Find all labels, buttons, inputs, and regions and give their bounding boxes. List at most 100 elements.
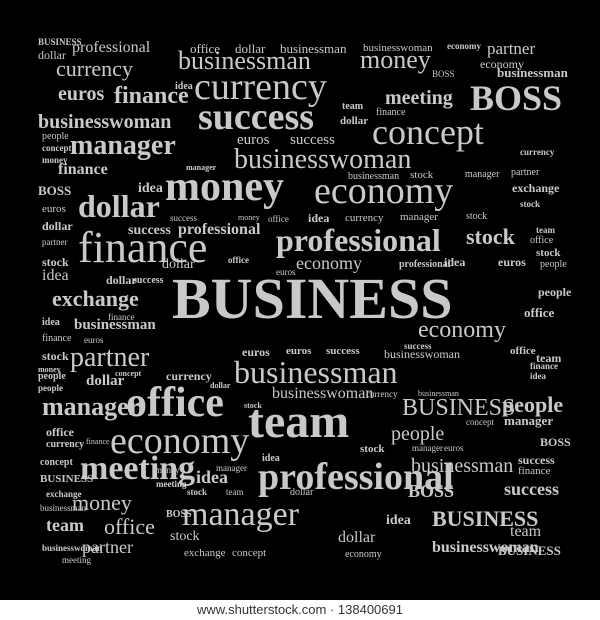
word: finance [108,312,135,322]
word: manager [216,463,247,473]
word: concept [466,417,494,427]
word: euros [276,267,296,277]
word: exchange [184,547,226,559]
word: team [46,515,84,535]
word: concept [372,112,484,152]
word: stock [187,487,207,497]
word: people [42,131,69,142]
word: meeting [385,87,453,109]
word: euros [242,345,270,359]
word: euros [84,335,104,345]
word: idea [444,255,466,269]
word: team [536,351,562,365]
word: exchange [52,286,139,311]
word: money [72,490,132,515]
word: currency [166,369,212,383]
word: BUSINESS [40,473,94,485]
word: businessman [411,455,514,477]
word: idea [175,81,193,92]
word: euros [42,203,66,215]
word: exchange [46,489,82,499]
word: economy [418,317,506,343]
word: money [155,465,180,475]
word: professional [72,39,151,56]
word: dollar [340,115,369,127]
word: people [502,392,564,417]
word: meeting [62,555,91,565]
word: people [38,383,64,393]
word: team [536,225,555,235]
word: success [198,96,315,138]
word: finance [86,437,110,446]
word: professional [178,221,261,238]
word: success [326,345,360,357]
word: professional [258,456,454,498]
word: people [38,371,66,382]
word: stock [410,169,434,181]
word: concept [40,457,73,468]
word: meeting [80,450,196,487]
word: success [133,275,164,286]
word: businessman [234,354,398,390]
word: BOSS [408,481,455,501]
word: team [226,487,244,497]
word: stock [536,247,561,259]
word: finance [58,161,108,178]
word: BOSS [166,509,192,520]
word: idea [308,211,330,225]
word: partner [70,342,150,373]
word: businessman [348,171,400,182]
word: dollar [106,273,137,287]
word: concept [232,547,267,559]
word: partner [82,537,133,557]
word: success [290,132,335,148]
word: office [126,380,224,426]
word: businesswoman [363,42,433,54]
word: BUSINESS [402,395,516,421]
word: businesswoman [42,543,103,553]
word: success [518,453,555,467]
word: idea [262,453,280,464]
word: manager [186,163,217,172]
word: businessman [497,65,568,80]
word: idea [386,513,411,528]
word: businessman [418,389,459,398]
word: partner [487,39,536,58]
word: manager [42,392,141,421]
word: idea [42,317,60,328]
word: success [128,223,171,238]
word: team [248,395,350,448]
word: office [104,514,155,539]
word: professional [399,259,451,270]
word: concept [115,369,142,378]
word: currency [56,56,133,81]
word: office [228,255,249,265]
word: businesswoman [432,539,539,556]
word: BUSINESS [432,506,539,531]
word: currency [194,66,327,108]
word: economy [480,57,524,71]
word: money [238,213,260,222]
word: idea [196,467,229,487]
word: exchange [512,181,560,195]
word: stock [42,255,69,269]
word: dollar [290,487,314,498]
word: BUSINESS [498,543,561,558]
word: businessman [280,41,347,56]
word: businesswoman [234,144,412,175]
word: meeting [156,479,187,489]
word: office [190,41,221,56]
word: people [391,423,445,445]
word: BOSS [432,69,455,79]
word: manager [504,413,554,428]
word: success [404,341,432,351]
word: professional [276,222,441,258]
word: partner [511,167,540,178]
word: businesswoman [384,347,460,361]
word: office [268,214,289,224]
word: euros [237,132,270,148]
word: finance [114,83,189,109]
word: manager [412,443,443,453]
word: manager [465,169,500,180]
word: stock [466,224,515,249]
